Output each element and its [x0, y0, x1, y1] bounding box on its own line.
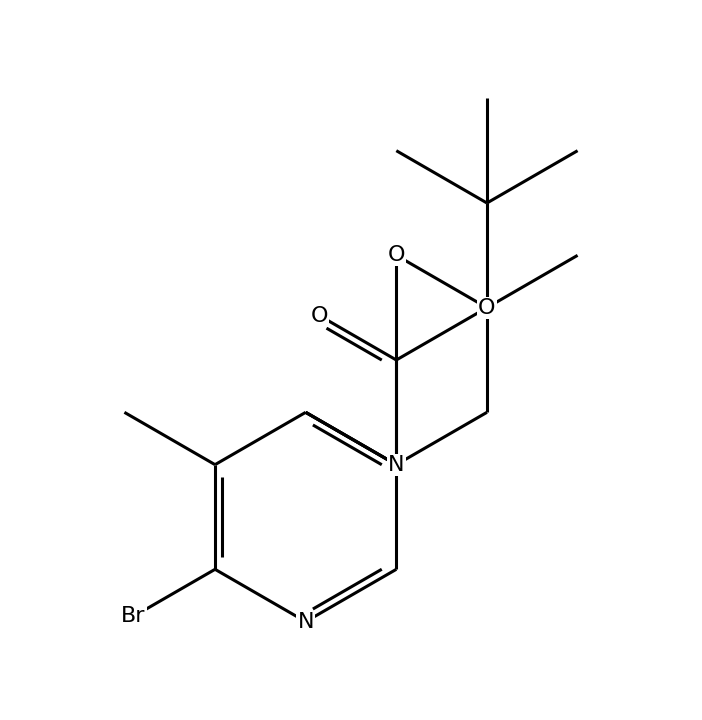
Text: Br: Br — [121, 606, 146, 626]
Text: O: O — [388, 246, 405, 266]
Text: O: O — [478, 297, 496, 318]
Text: O: O — [310, 305, 328, 325]
Text: N: N — [388, 454, 404, 474]
Text: N: N — [298, 612, 314, 631]
